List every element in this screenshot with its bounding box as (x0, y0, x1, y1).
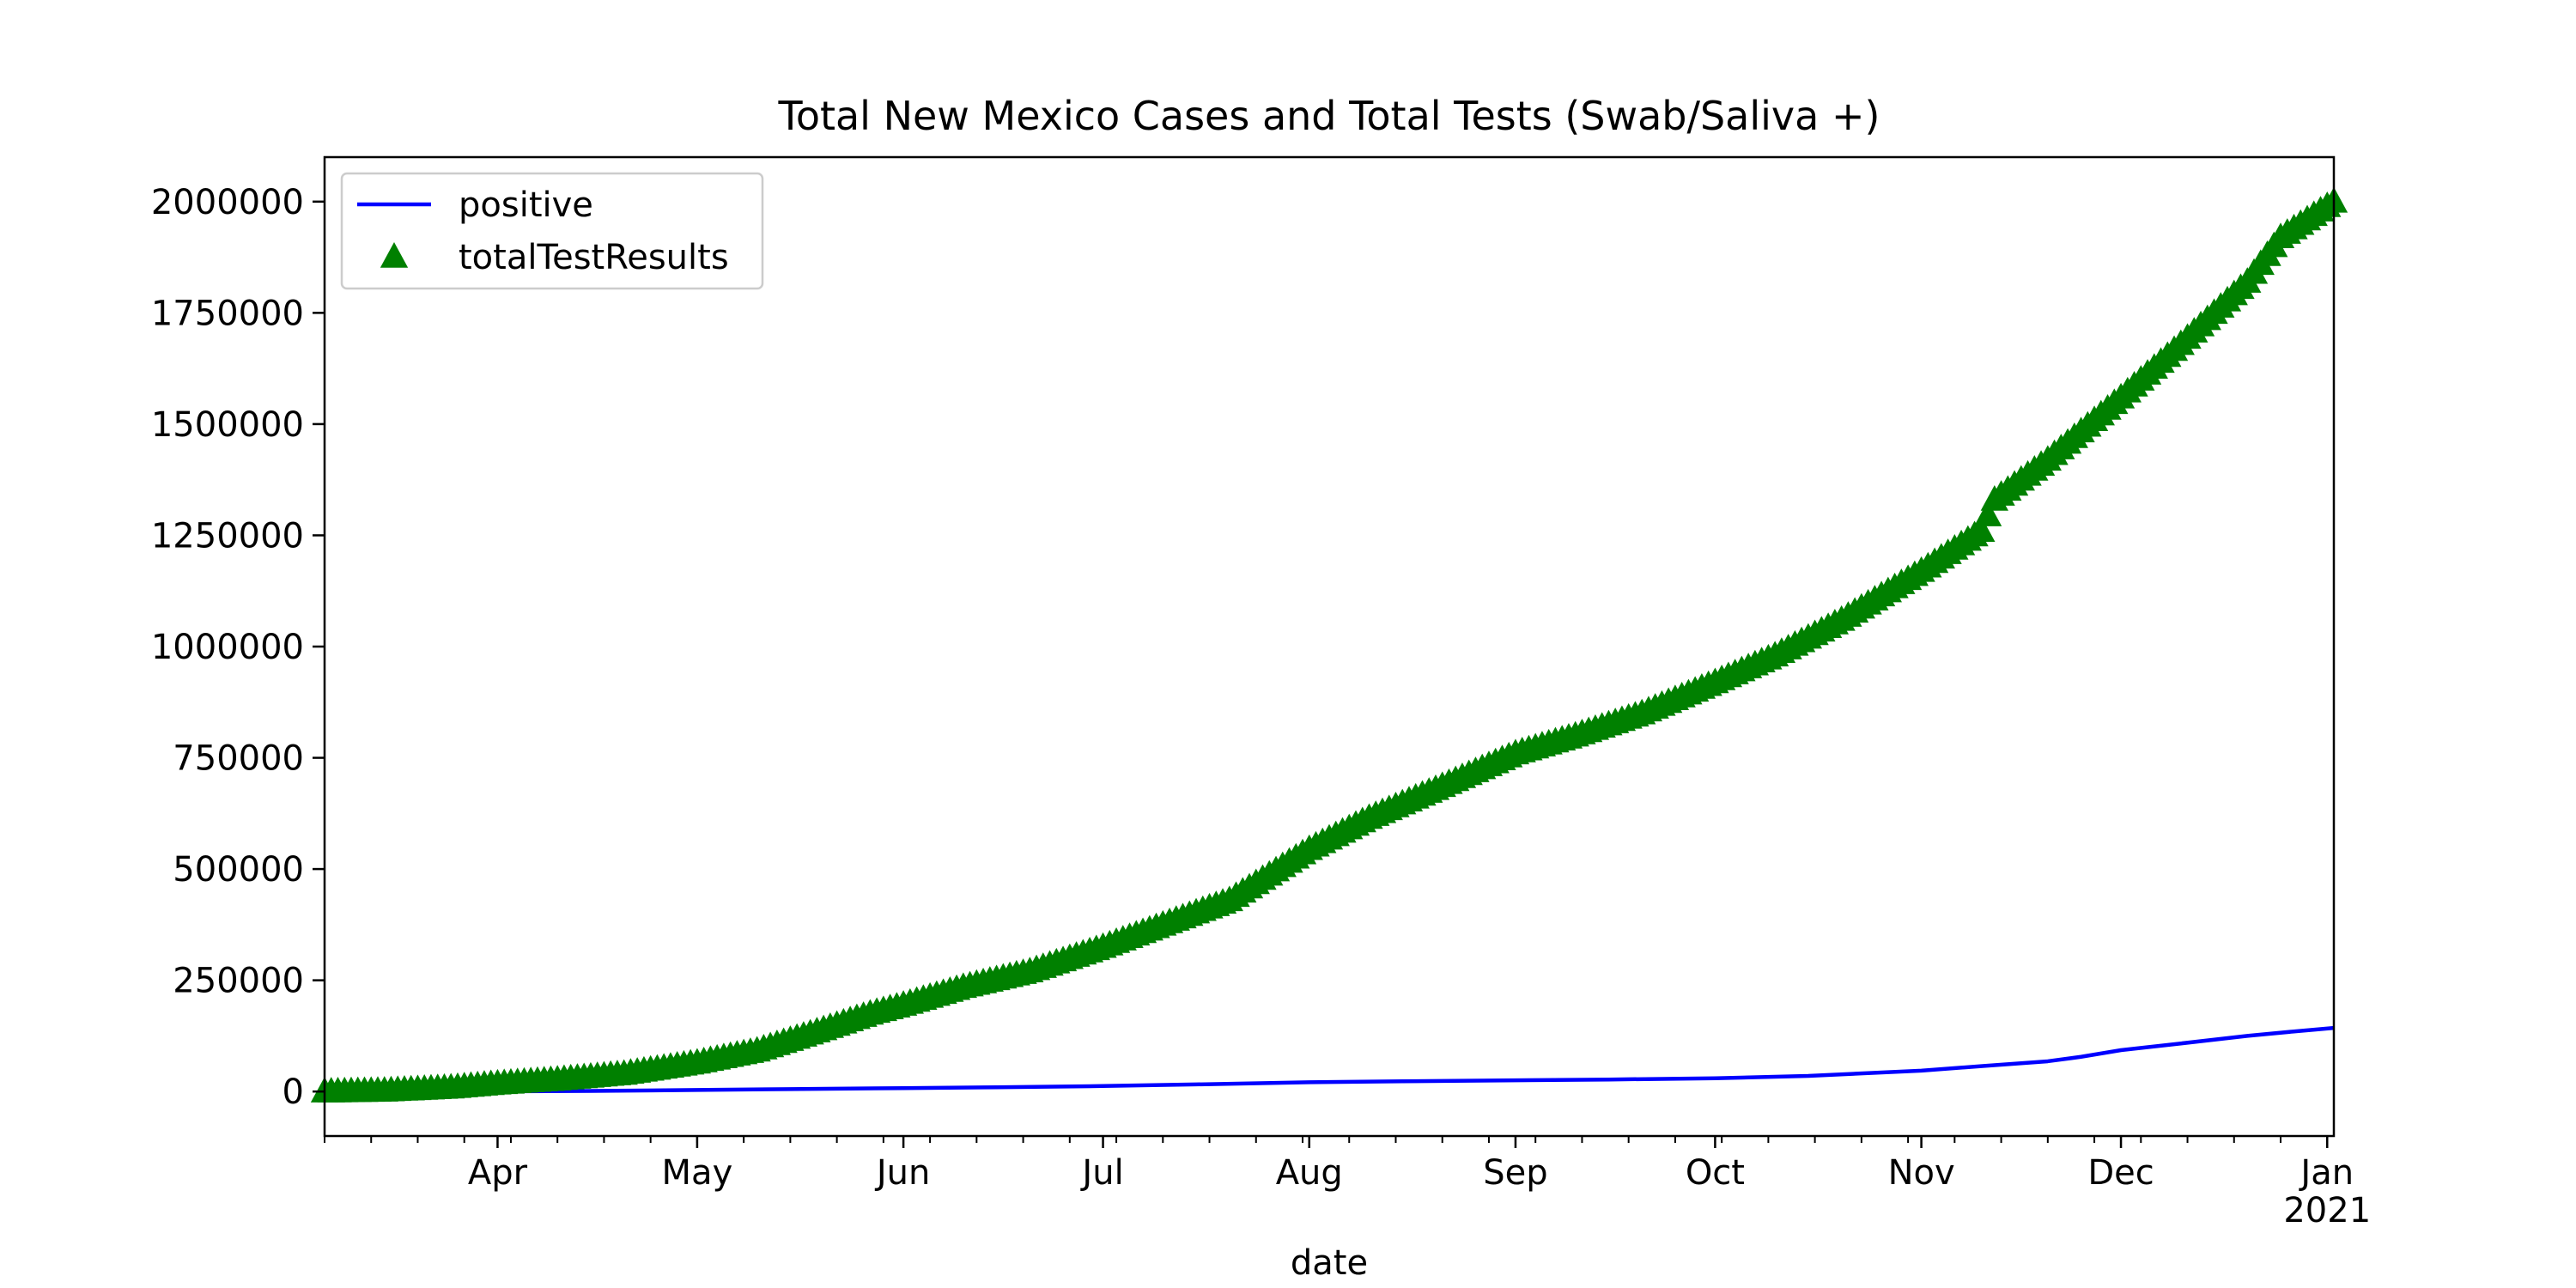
series-marker-totalTestResults (1967, 516, 1996, 543)
y-tick-label: 1750000 (151, 294, 304, 333)
x-tick-label: Jul (1079, 1153, 1123, 1193)
series-marker-totalTestResults (1973, 501, 2002, 526)
y-axis: 0 250000 500000 750000 1000000 1250000 1500000… (151, 183, 325, 1112)
y-tick-label: 250000 (173, 962, 304, 1001)
x-tick-label: Nov (1888, 1153, 1955, 1193)
plot-area (310, 186, 2348, 1103)
y-tick-label: 2000000 (151, 183, 304, 222)
x-tick-label: Apr (468, 1153, 528, 1193)
x-tick-label: Jun (874, 1153, 931, 1193)
y-tick-label: 500000 (173, 850, 304, 890)
y-tick-label: 1250000 (151, 516, 304, 556)
x-tick-label: Jan (2298, 1153, 2354, 1193)
y-tick-label: 1500000 (151, 405, 304, 445)
series-layer (310, 186, 2348, 1103)
x-tick-sublabel: 2021 (2283, 1191, 2371, 1230)
x-tick-label: Sep (1483, 1153, 1547, 1193)
legend-label: totalTestResults (459, 238, 729, 277)
chart-title: Total New Mexico Cases and Total Tests (… (778, 93, 1880, 139)
x-tick-label: May (662, 1153, 733, 1193)
x-tick-label: Oct (1686, 1153, 1745, 1193)
x-axis-label: date (1291, 1243, 1368, 1283)
y-tick-label: 750000 (173, 739, 304, 779)
legend-marker-swatch (380, 242, 409, 268)
x-tick-label: Aug (1276, 1153, 1343, 1193)
series-line-positive (324, 1025, 2335, 1094)
legend-label: positive (459, 185, 593, 225)
y-tick-label: 1000000 (151, 628, 304, 667)
x-tick-label: Dec (2087, 1153, 2154, 1193)
legend-box (340, 172, 764, 290)
legend: positive totalTestResults (340, 172, 764, 290)
y-tick-label: 0 (283, 1072, 304, 1112)
